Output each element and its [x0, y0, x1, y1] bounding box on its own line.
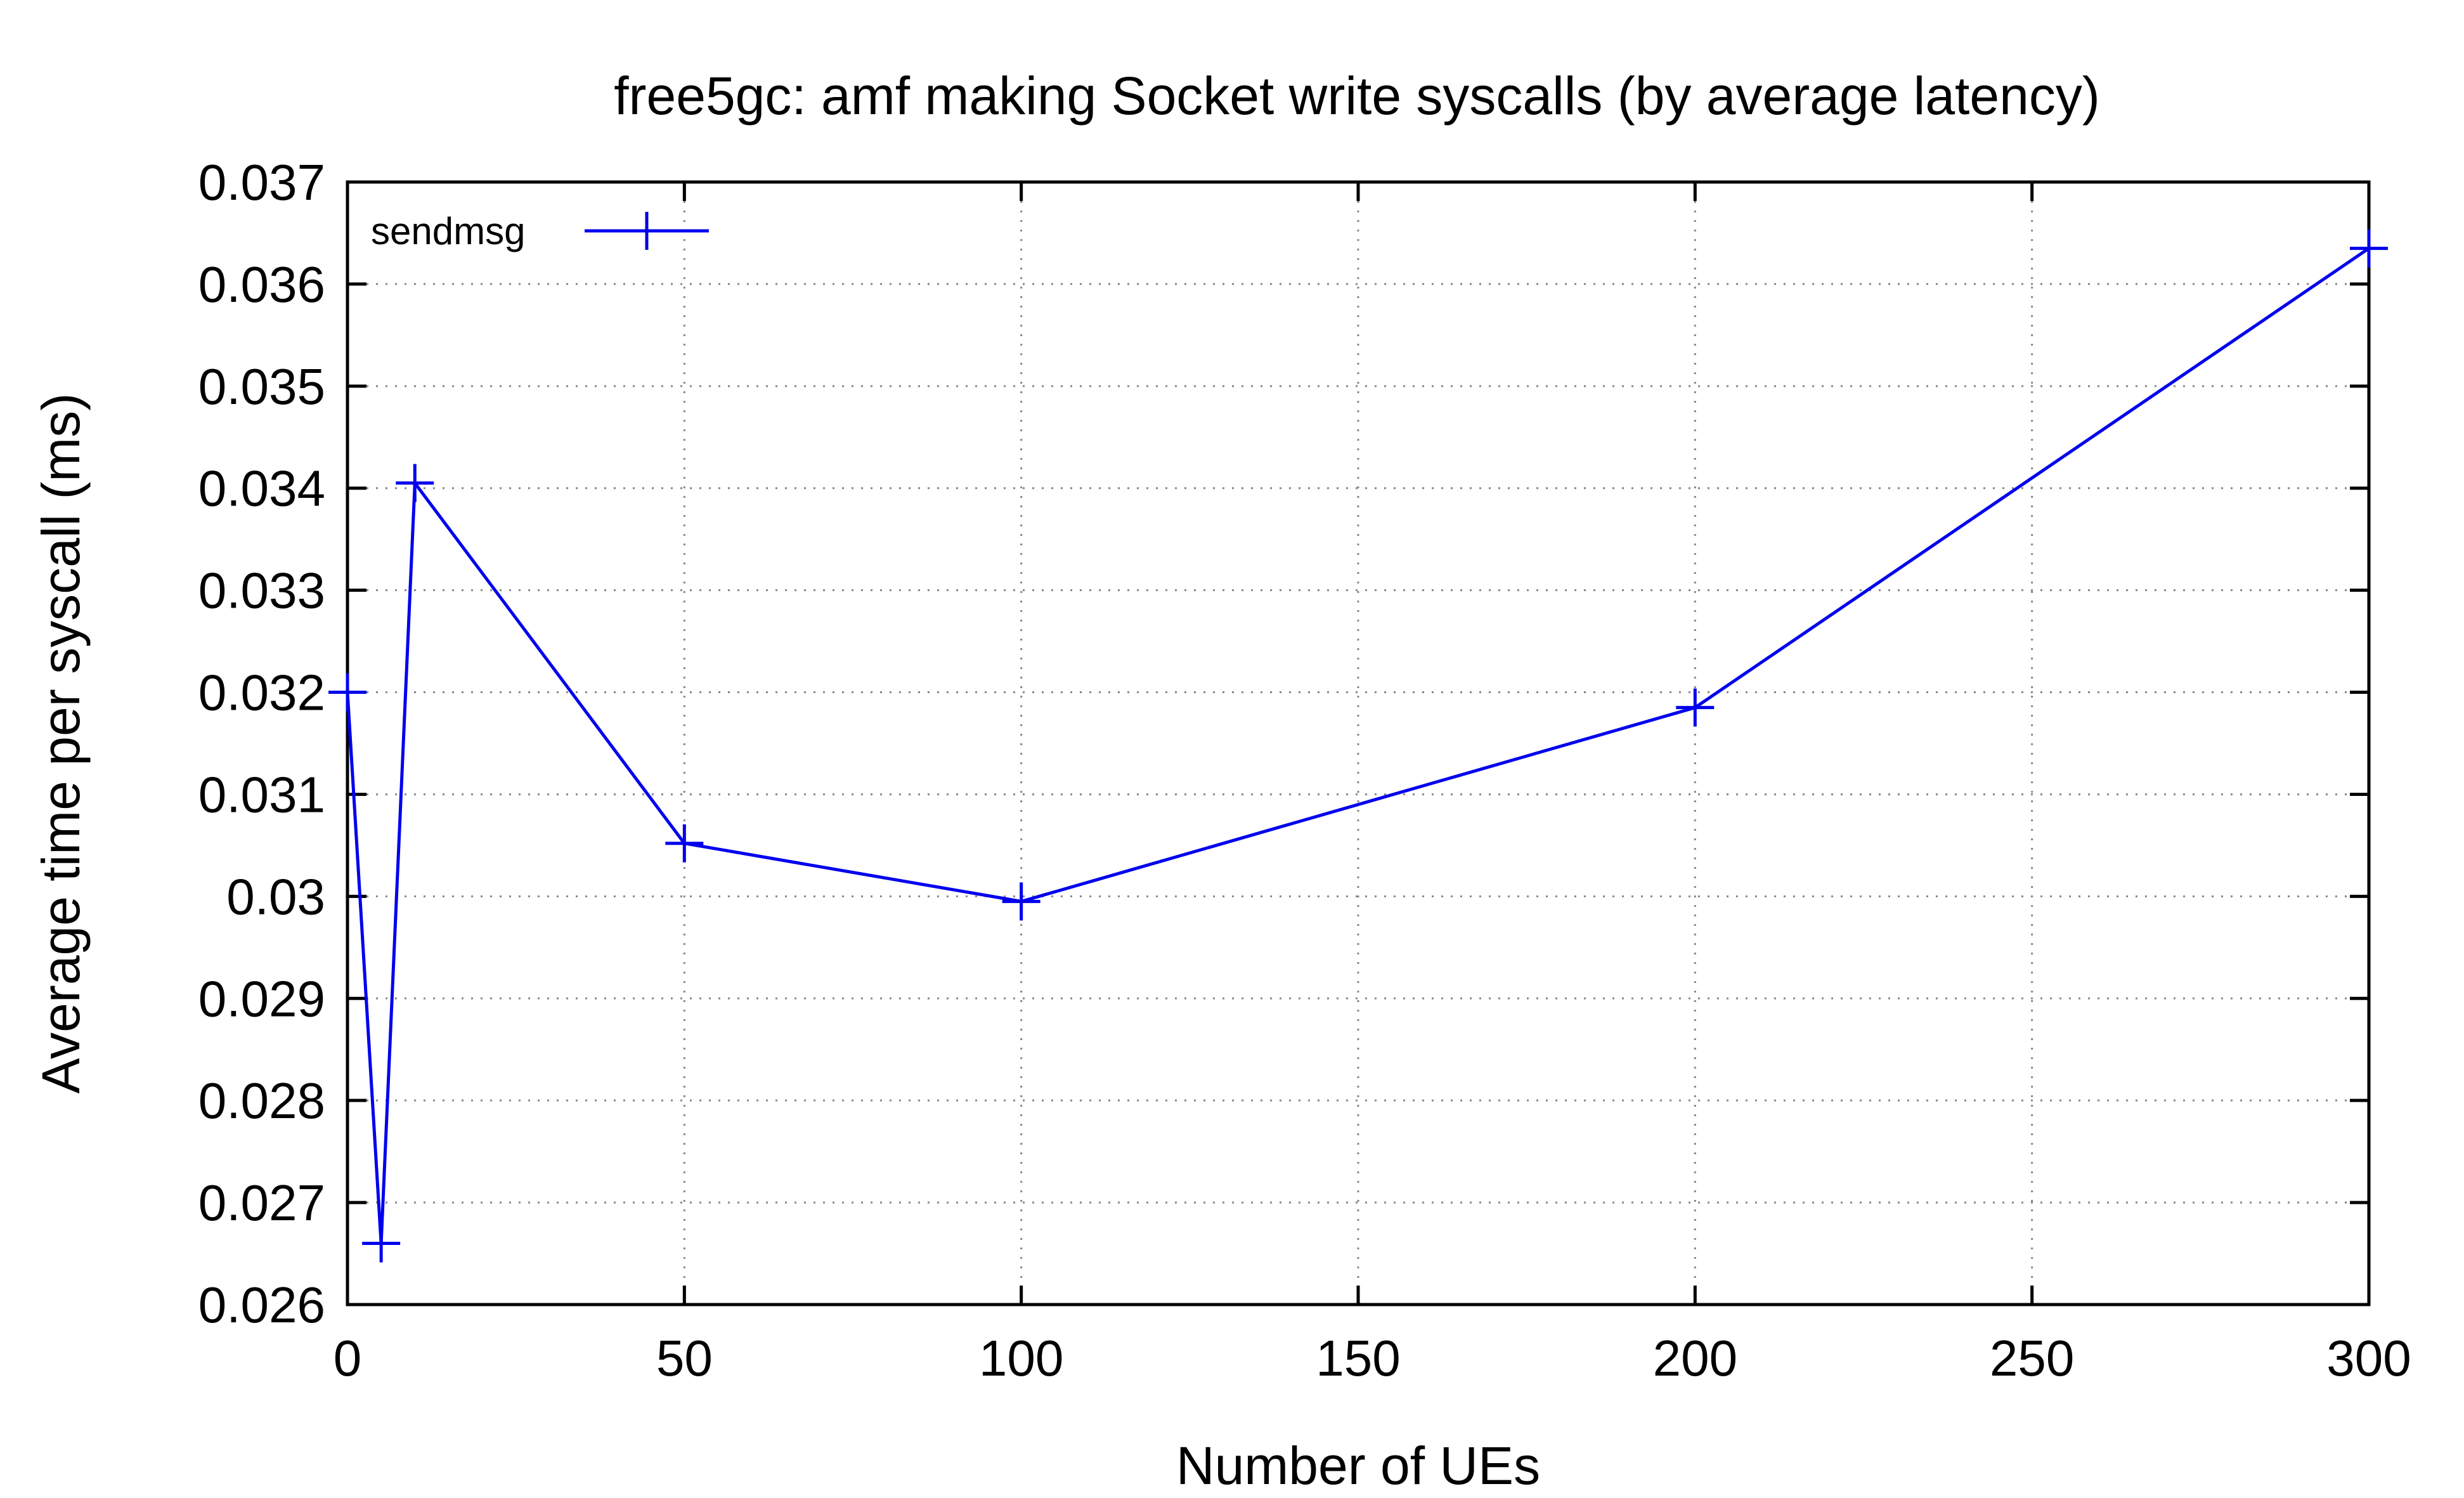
data-point: [1002, 882, 1041, 921]
data-point: [2350, 229, 2388, 268]
data-point: [396, 464, 434, 502]
y-tick-label: 0.033: [198, 563, 325, 619]
tick-labels: 0.026 0.027 0.028 0.029 0.03 0.031 0.032 0.033 0…: [198, 154, 2411, 1386]
x-tick-label: 50: [656, 1330, 713, 1386]
x-tick-label: 200: [1653, 1330, 1737, 1386]
legend: sendmsg: [371, 210, 709, 252]
y-axis-label: Average time per syscall (ms): [31, 393, 91, 1094]
y-tick-label: 0.036: [198, 256, 325, 313]
y-tick-label: 0.028: [198, 1072, 325, 1129]
y-tick-label: 0.035: [198, 358, 325, 415]
y-tick-label: 0.031: [198, 766, 325, 823]
y-tick-label: 0.027: [198, 1175, 325, 1231]
x-tick-label: 100: [979, 1330, 1063, 1386]
data-point: [665, 824, 704, 863]
chart-title: free5gc: amf making Socket write syscall…: [614, 66, 2100, 126]
y-tick-label: 0.029: [198, 970, 325, 1027]
y-tick-label: 0.032: [198, 665, 325, 721]
x-tick-label: 300: [2326, 1330, 2411, 1386]
x-tick-label: 250: [1990, 1330, 2074, 1386]
x-tick-label: 0: [334, 1330, 362, 1386]
series-line-sendmsg: [346, 247, 2370, 1244]
data-point: [1676, 688, 1715, 727]
data-point: [362, 1224, 401, 1263]
y-tick-label: 0.034: [198, 460, 325, 517]
x-tick-label: 150: [1316, 1330, 1400, 1386]
series: [328, 229, 2388, 1263]
y-tick-label: 0.026: [198, 1277, 325, 1333]
y-tick-label: 0.037: [198, 154, 325, 211]
x-axis-label: Number of UEs: [1176, 1436, 1540, 1495]
legend-label-sendmsg: sendmsg: [371, 210, 525, 252]
y-tick-label: 0.03: [226, 868, 325, 925]
grid: [347, 182, 2369, 1305]
plot-frame: [346, 180, 2371, 1306]
data-point: [328, 673, 366, 712]
